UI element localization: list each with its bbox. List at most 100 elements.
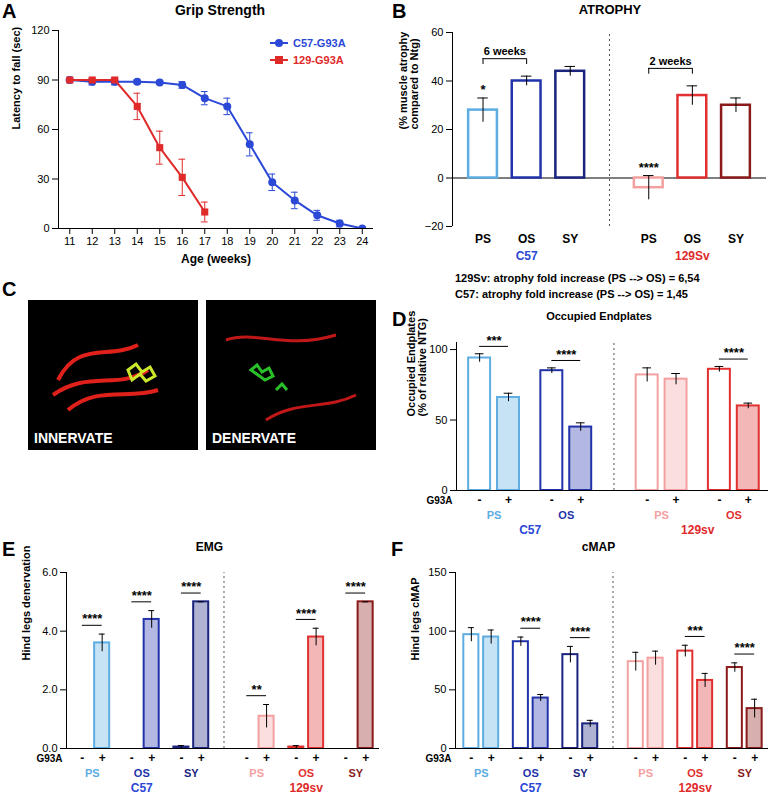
svg-text:PS: PS — [638, 767, 653, 779]
svg-text:+: + — [537, 751, 544, 765]
svg-text:+: + — [673, 493, 680, 507]
svg-text:16: 16 — [176, 235, 188, 247]
svg-text:18: 18 — [221, 235, 233, 247]
svg-text:-: - — [478, 493, 482, 507]
svg-text:60: 60 — [431, 26, 443, 38]
svg-text:2.0: 2.0 — [42, 683, 57, 695]
svg-text:-: - — [568, 751, 572, 765]
svg-text:100: 100 — [428, 625, 446, 637]
svg-text:-: - — [634, 751, 638, 765]
svg-text:Occupied Endplates(% of relati: Occupied Endplates(% of relative NTG) — [405, 311, 428, 417]
svg-text:22: 22 — [311, 235, 323, 247]
svg-text:6 weeks: 6 weeks — [484, 45, 526, 57]
svg-text:6.0: 6.0 — [42, 566, 57, 578]
svg-text:PS: PS — [474, 767, 489, 779]
svg-text:-: - — [344, 751, 348, 765]
svg-text:+: + — [313, 751, 320, 765]
svg-text:14: 14 — [131, 235, 143, 247]
svg-text:100: 100 — [429, 343, 447, 355]
svg-text:OS: OS — [298, 767, 314, 779]
svg-text:****: **** — [132, 588, 153, 603]
svg-text:C57: C57 — [516, 249, 538, 263]
svg-text:****: **** — [570, 624, 591, 639]
svg-text:-: - — [469, 751, 473, 765]
svg-text:+: + — [263, 751, 270, 765]
svg-text:SY: SY — [573, 767, 588, 779]
svg-text:+: + — [148, 751, 155, 765]
svg-text:****: **** — [181, 579, 202, 594]
svg-text:PS: PS — [475, 232, 491, 246]
svg-text:C57: C57 — [519, 523, 541, 537]
svg-text:***: *** — [688, 623, 704, 638]
svg-text:-: - — [683, 751, 687, 765]
svg-text:Hind legs denervation: Hind legs denervation — [20, 545, 32, 660]
svg-text:-: - — [645, 493, 649, 507]
svg-text:****: **** — [346, 579, 367, 594]
svg-text:Latency to fall (sec): Latency to fall (sec) — [10, 26, 22, 129]
svg-text:13: 13 — [109, 235, 121, 247]
svg-text:****: **** — [521, 614, 542, 629]
svg-text:-: - — [245, 751, 249, 765]
svg-text:+: + — [488, 751, 495, 765]
svg-text:OS: OS — [518, 232, 535, 246]
svg-text:129sv: 129sv — [679, 781, 713, 795]
svg-text:129sv: 129sv — [290, 781, 324, 795]
svg-text:60: 60 — [37, 123, 49, 135]
svg-text:150: 150 — [428, 566, 446, 578]
svg-text:-: - — [733, 751, 737, 765]
svg-text:-: - — [550, 493, 554, 507]
svg-text:-: - — [80, 751, 84, 765]
svg-text:****: **** — [82, 611, 103, 626]
svg-text:11: 11 — [64, 235, 75, 247]
svg-text:G93A: G93A — [36, 753, 62, 764]
svg-text:17: 17 — [199, 235, 211, 247]
svg-text:G93A: G93A — [426, 495, 452, 506]
svg-text:129Sv: 129Sv — [675, 249, 710, 263]
svg-text:SY: SY — [184, 767, 199, 779]
svg-text:+: + — [505, 493, 512, 507]
svg-text:15: 15 — [154, 235, 166, 247]
svg-text:-: - — [179, 751, 183, 765]
svg-text:****: **** — [556, 347, 577, 362]
svg-text:24: 24 — [356, 235, 368, 247]
svg-text:-: - — [294, 751, 298, 765]
svg-text:−20: −20 — [425, 220, 444, 232]
svg-text:21: 21 — [289, 235, 301, 247]
svg-text:OS: OS — [684, 232, 701, 246]
svg-text:Hind legs cMAP: Hind legs cMAP — [409, 577, 421, 660]
svg-text:2 weeks: 2 weeks — [649, 55, 691, 67]
svg-text:50: 50 — [435, 414, 447, 426]
svg-text:90: 90 — [37, 74, 49, 86]
svg-text:+: + — [702, 751, 709, 765]
svg-text:40: 40 — [431, 75, 443, 87]
svg-text:(% muscle atrophycompared to N: (% muscle atrophycompared to Ntg) — [397, 31, 420, 130]
svg-text:PS: PS — [487, 509, 502, 521]
svg-text:PS: PS — [85, 767, 100, 779]
svg-text:+: + — [652, 751, 659, 765]
svg-text:PS: PS — [654, 509, 669, 521]
svg-text:0: 0 — [437, 172, 443, 184]
svg-text:****: **** — [296, 606, 317, 621]
svg-text:C57: C57 — [520, 781, 542, 795]
svg-text:+: + — [362, 751, 369, 765]
svg-text:+: + — [99, 751, 106, 765]
svg-text:+: + — [577, 493, 584, 507]
svg-text:+: + — [198, 751, 205, 765]
svg-text:OS: OS — [134, 767, 150, 779]
svg-text:*: * — [480, 82, 486, 97]
svg-text:0: 0 — [43, 222, 49, 234]
svg-text:Age (weeks): Age (weeks) — [181, 252, 251, 266]
svg-text:129sv: 129sv — [681, 523, 715, 537]
svg-text:****: **** — [735, 640, 756, 655]
svg-text:4.0: 4.0 — [42, 625, 57, 637]
svg-text:***: *** — [486, 333, 502, 348]
svg-text:OS: OS — [558, 509, 574, 521]
svg-text:19: 19 — [244, 235, 256, 247]
svg-text:C57: C57 — [131, 781, 153, 795]
svg-text:-: - — [717, 493, 721, 507]
svg-text:****: **** — [724, 345, 745, 360]
svg-text:PS: PS — [641, 232, 657, 246]
svg-text:-: - — [519, 751, 523, 765]
svg-text:OS: OS — [687, 767, 703, 779]
svg-text:****: **** — [639, 160, 660, 175]
